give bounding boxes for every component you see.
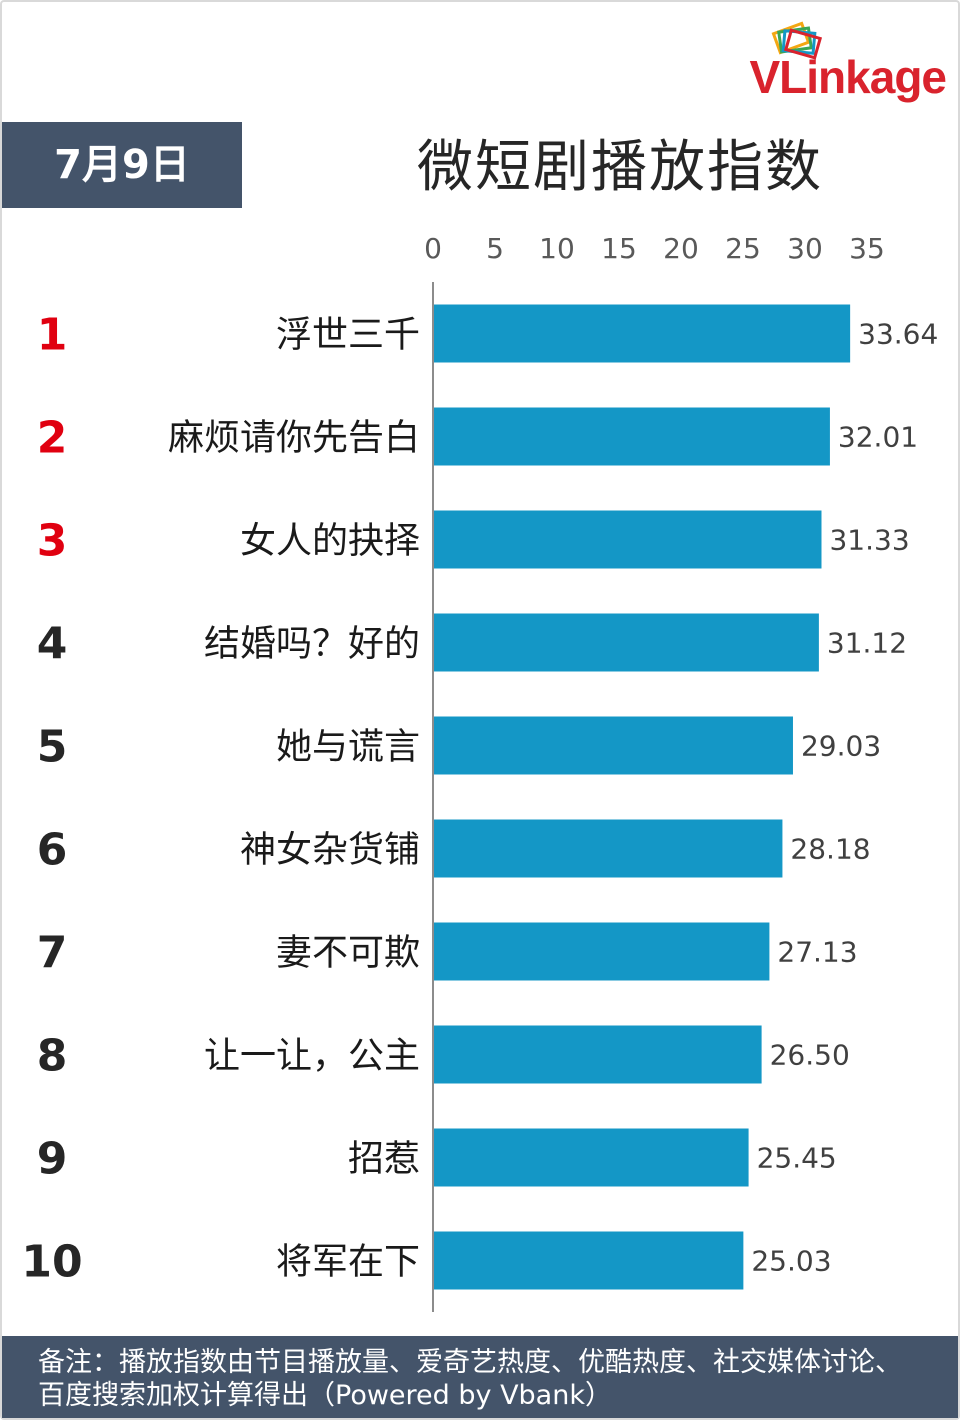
x-tick-label: 35 xyxy=(849,232,885,265)
category-label: 将军在下 xyxy=(276,1242,420,1283)
category-label: 麻烦请你先告白 xyxy=(168,418,420,459)
category-label: 招惹 xyxy=(348,1139,420,1180)
x-tick-label: 0 xyxy=(424,232,442,265)
category-label: 浮世三千 xyxy=(276,315,420,356)
data-label: 32.01 xyxy=(838,421,918,454)
rank-number: 9 xyxy=(37,1134,68,1185)
vlinkage-logo: VLinkage xyxy=(716,18,947,108)
rank-number: 7 xyxy=(37,928,68,979)
logo-wordmark-b: age xyxy=(869,51,947,103)
logo-cards-icon xyxy=(771,21,823,60)
footer-note: 备注：播放指数由节目播放量、爱奇艺热度、优酷热度、社交媒体讨论、百度搜索加权计算… xyxy=(2,1336,958,1418)
rank-number: 5 xyxy=(37,722,68,773)
data-label: 29.03 xyxy=(801,730,881,763)
rank-number: 3 xyxy=(37,516,68,567)
rank-number: 2 xyxy=(37,413,68,464)
bar xyxy=(433,1231,744,1290)
category-label: 神女杂货铺 xyxy=(240,830,420,871)
data-label: 25.03 xyxy=(751,1245,831,1278)
data-label: 31.33 xyxy=(829,524,909,557)
data-label: 27.13 xyxy=(777,936,857,969)
chart-title: 微短剧播放指数 xyxy=(417,135,823,200)
bar xyxy=(433,613,819,672)
bar xyxy=(433,922,770,981)
rank-number: 1 xyxy=(37,310,68,361)
category-label: 妻不可欺 xyxy=(276,933,420,974)
bar xyxy=(433,407,830,466)
bar xyxy=(433,716,793,775)
data-label: 31.12 xyxy=(827,627,907,660)
data-label: 28.18 xyxy=(790,833,870,866)
category-label: 女人的抉择 xyxy=(240,521,420,562)
bar xyxy=(433,1025,762,1084)
x-tick-label: 25 xyxy=(725,232,761,265)
rank-number: 4 xyxy=(37,619,68,670)
rank-number: 6 xyxy=(37,825,68,876)
rank-number: 8 xyxy=(37,1031,68,1082)
data-label: 25.45 xyxy=(757,1142,837,1175)
bar xyxy=(433,819,783,878)
x-tick-label: 10 xyxy=(539,232,575,265)
x-tick-label: 20 xyxy=(663,232,699,265)
category-label: 让一让，公主 xyxy=(204,1036,420,1077)
rank-number: 10 xyxy=(21,1237,82,1288)
date-badge: 7月9日 xyxy=(2,122,242,208)
x-tick-label: 15 xyxy=(601,232,637,265)
bar xyxy=(433,510,822,569)
category-label: 她与谎言 xyxy=(276,727,420,768)
data-label: 33.64 xyxy=(858,318,938,351)
bar xyxy=(433,1128,749,1187)
bar-chart: 0 5 10 15 20 25 30 3533.64浮世三千132.01麻烦请你先告白231.… xyxy=(21,232,938,1312)
logo-wordmark: VLinkage xyxy=(749,51,947,103)
x-tick-label: 30 xyxy=(787,232,823,265)
bar xyxy=(433,304,851,363)
data-label: 26.50 xyxy=(770,1039,850,1072)
category-label: 结婚吗？好的 xyxy=(204,624,420,665)
logo-wordmark-a: VLink xyxy=(749,51,870,103)
x-tick-label: 5 xyxy=(486,232,504,265)
